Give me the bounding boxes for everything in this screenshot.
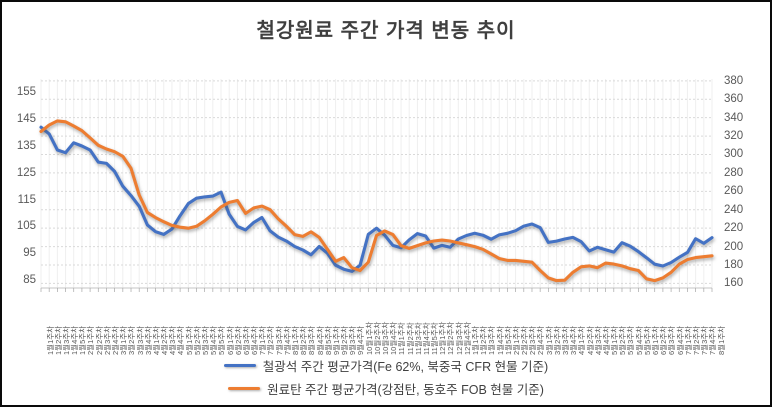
x-axis-tick-label: 7월4주차 [708,325,718,355]
left-axis-tick-label: 85 [23,273,36,286]
right-axis-tick-label: 160 [724,277,744,290]
right-axis-tick-label: 300 [724,148,744,161]
left-axis-tick-label: 155 [16,86,36,99]
left-axis-tick-label: 95 [23,247,36,260]
right-axis-tick-label: 280 [724,166,744,179]
legend-item-iron-ore: 철광석 주간 평균가격(Fe 62%, 북중국 CFR 현물 기준) [2,354,770,377]
legend-item-coking-coal: 원료탄 주간 평균가격(강점탄, 동호주 FOB 현물 기준) [2,377,770,400]
series-line-coking-coal [39,119,714,283]
chart-title: 철강원료 주간 가격 변동 추이 [256,20,516,42]
left-axis-tick-label: 105 [16,220,36,233]
legend-line-swatch-coking-coal [228,387,261,390]
right-axis-tick-label: 380 [724,74,744,87]
left-axis-tick-label: 125 [16,166,36,179]
left-axis-tick-label: 145 [16,113,36,126]
left-axis-tick-label: 135 [16,139,36,152]
x-axis-tick-label: 8월3주차 [307,325,317,355]
left-axis-tick-label: 115 [17,193,36,206]
legend-label-iron-ore: 철광석 주간 평균가격(Fe 62%, 북중국 CFR 현물 기준) [262,360,549,374]
right-axis-tick-label: 260 [724,185,744,198]
legend-label-coking-coal: 원료탄 주간 평균가격(강점탄, 동호주 FOB 현물 기준) [267,383,544,397]
right-axis-tick-label: 340 [724,111,744,124]
series-line-iron-ore [39,125,714,273]
right-axis-tick-label: 180 [724,258,744,271]
right-axis-tick-label: 200 [724,240,744,253]
x-axis-tick-label: 3월2주차 [127,325,137,355]
x-axis-tick-label: 8월1주차 [716,325,726,355]
legend: 철광석 주간 평균가격(Fe 62%, 북중국 CFR 현물 기준) 원료탄 주… [2,354,770,400]
x-axis-tick-label: 11월1주차 [397,322,407,355]
legend-line-swatch-iron-ore [223,364,256,367]
right-axis-tick-label: 240 [724,203,744,216]
right-axis-tick-label: 360 [724,93,744,106]
right-axis-tick-label: 220 [724,222,744,235]
right-axis-tick-label: 320 [724,130,744,143]
x-axis-tick-label: 5월5주차 [217,325,227,355]
